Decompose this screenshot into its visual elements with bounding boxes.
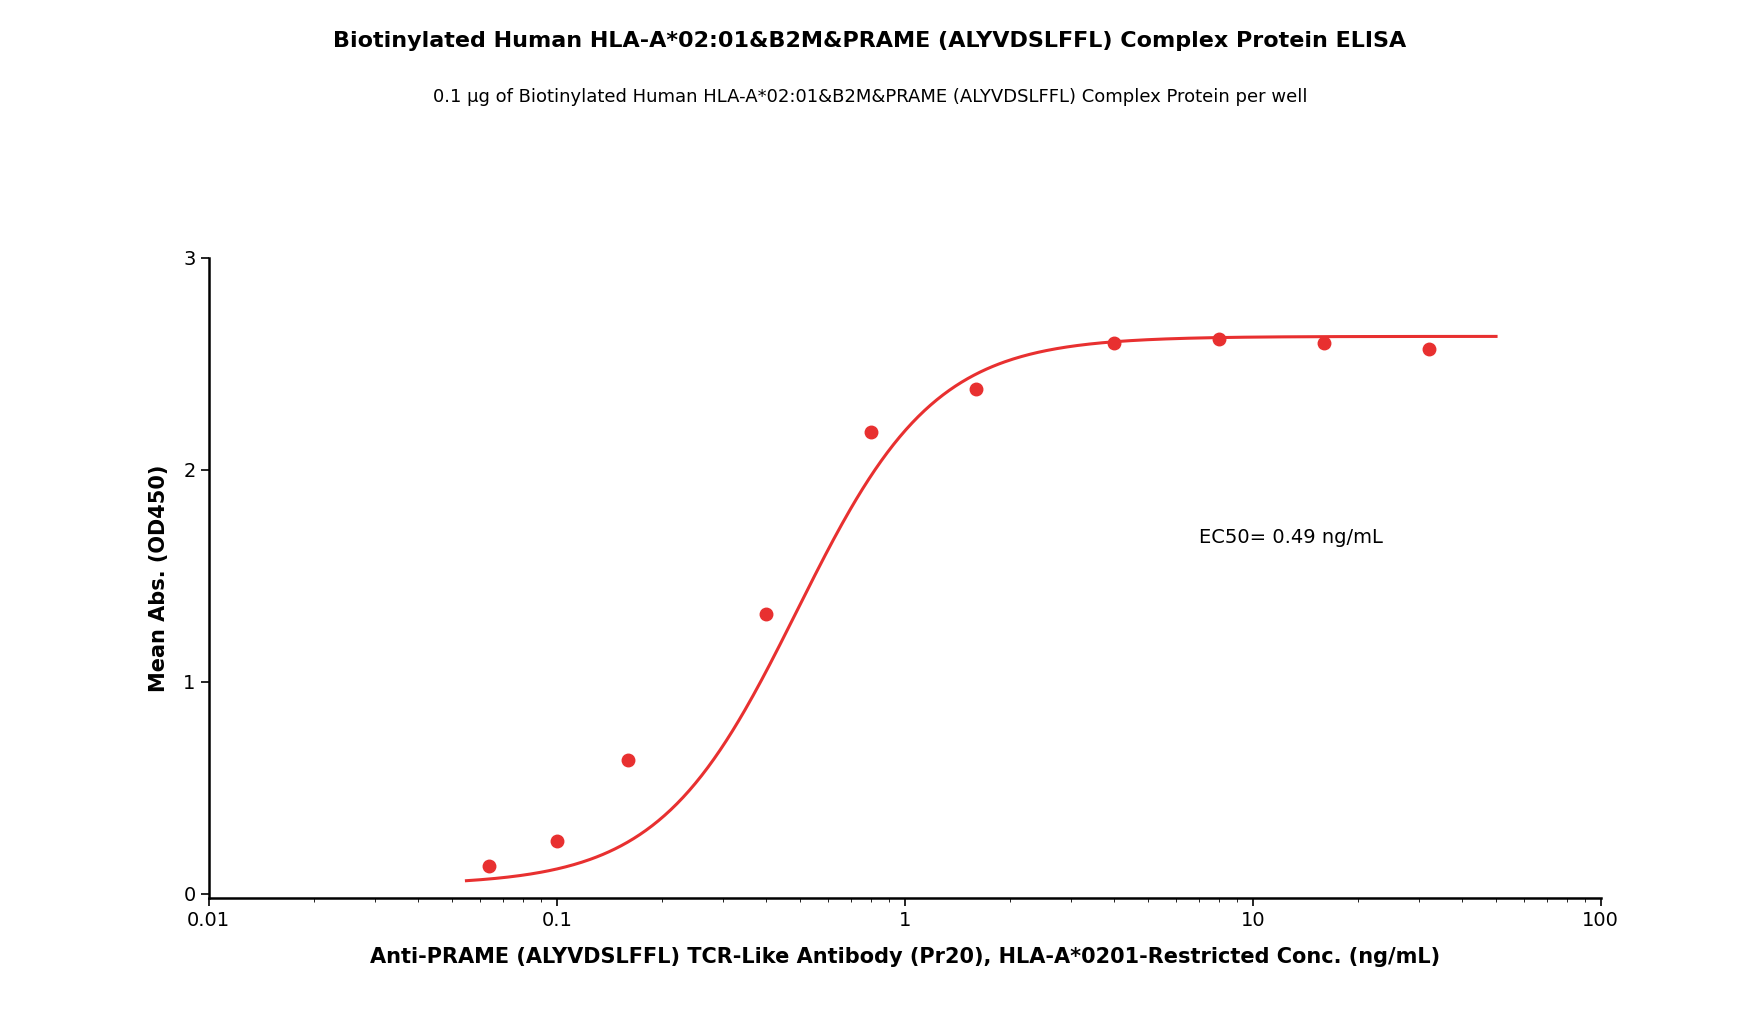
Text: Biotinylated Human HLA-A*02:01&B2M&PRAME (ALYVDSLFFL) Complex Protein ELISA: Biotinylated Human HLA-A*02:01&B2M&PRAME…: [334, 31, 1405, 51]
Text: EC50= 0.49 ng/mL: EC50= 0.49 ng/mL: [1198, 528, 1383, 547]
X-axis label: Anti-PRAME (ALYVDSLFFL) TCR-Like Antibody (Pr20), HLA-A*0201-Restricted Conc. (n: Anti-PRAME (ALYVDSLFFL) TCR-Like Antibod…: [369, 946, 1440, 967]
Y-axis label: Mean Abs. (OD450): Mean Abs. (OD450): [150, 464, 169, 691]
Text: 0.1 μg of Biotinylated Human HLA-A*02:01&B2M&PRAME (ALYVDSLFFL) Complex Protein : 0.1 μg of Biotinylated Human HLA-A*02:01…: [433, 88, 1306, 105]
